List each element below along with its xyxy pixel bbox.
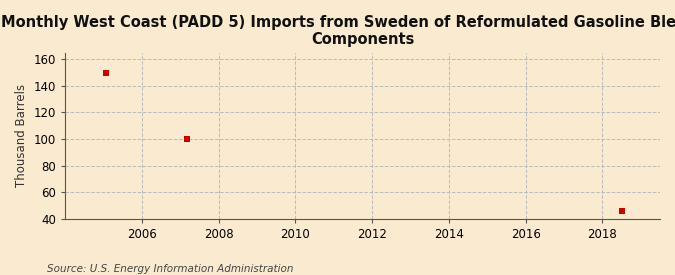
- Text: Source: U.S. Energy Information Administration: Source: U.S. Energy Information Administ…: [47, 264, 294, 274]
- Title: Monthly West Coast (PADD 5) Imports from Sweden of Reformulated Gasoline Blendin: Monthly West Coast (PADD 5) Imports from…: [1, 15, 675, 47]
- Y-axis label: Thousand Barrels: Thousand Barrels: [15, 84, 28, 187]
